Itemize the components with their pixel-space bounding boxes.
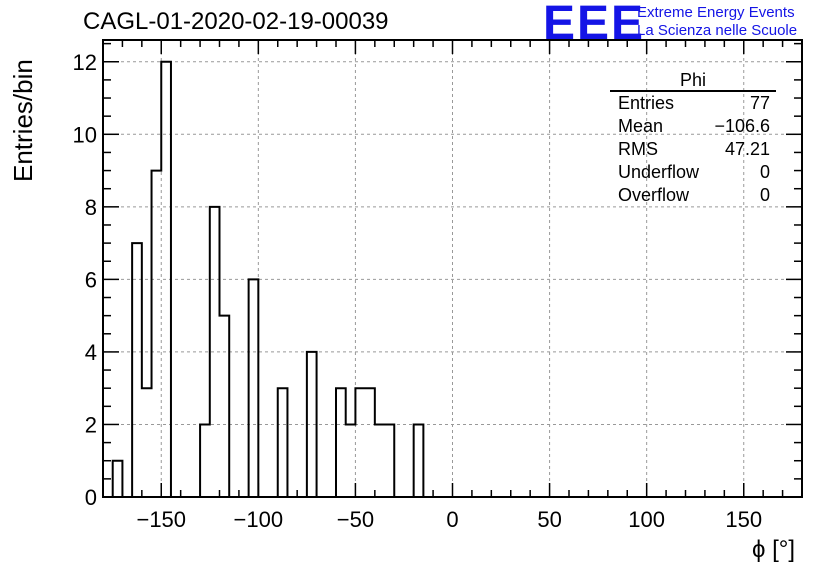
eee-logo: EEE	[543, 0, 646, 50]
histogram-bar	[385, 424, 395, 497]
histogram-bar	[346, 424, 356, 497]
histogram-bar	[336, 388, 346, 497]
stats-label: Overflow	[618, 185, 690, 205]
histogram-bar	[132, 243, 142, 497]
y-tick-label: 10	[73, 122, 97, 147]
stats-label: Underflow	[618, 162, 700, 182]
y-tick-label: 0	[85, 485, 97, 510]
logo-caption-line1: Extreme Energy Events	[637, 4, 795, 21]
logo-caption-line2: La Scienza nelle Scuole	[637, 22, 798, 39]
x-tick-label: −50	[337, 507, 374, 532]
histogram-bar	[220, 316, 230, 497]
y-tick-label: 8	[85, 195, 97, 220]
histogram-bar	[414, 424, 424, 497]
histogram-bar	[278, 388, 288, 497]
stats-row-overflow: Overflow 0	[610, 184, 776, 207]
stats-value: 47.21	[724, 139, 770, 159]
stats-label: Mean	[618, 116, 664, 136]
y-tick-label: 12	[73, 50, 97, 75]
chart-title: CAGL-01-2020-02-19-00039	[83, 8, 389, 35]
histogram-bar	[375, 424, 385, 497]
histogram-bar	[200, 424, 210, 497]
y-tick-label: 4	[85, 340, 97, 365]
stats-value: 77	[749, 93, 770, 113]
stats-box-title: Phi	[610, 70, 776, 92]
stats-row-mean: Mean −106.6	[610, 115, 776, 138]
x-tick-label: 150	[725, 507, 762, 532]
logo-caption: Extreme Energy Events La Scienza nelle S…	[637, 4, 797, 40]
stats-row-underflow: Underflow 0	[610, 161, 776, 184]
stats-row-rms: RMS 47.21	[610, 138, 776, 161]
y-tick-label: 2	[85, 412, 97, 437]
histogram-bar	[152, 171, 162, 497]
y-axis-label: Entries/bin	[8, 59, 38, 182]
stats-label: RMS	[618, 139, 658, 159]
histogram-bar	[142, 388, 152, 497]
stats-box: Phi Entries 77 Mean −106.6 RMS 47.21 Und…	[610, 70, 776, 207]
stats-row-entries: Entries 77	[610, 92, 776, 115]
x-tick-label: 100	[628, 507, 665, 532]
histogram-bar	[113, 461, 123, 497]
x-tick-label: −100	[234, 507, 284, 532]
y-tick-label: 6	[85, 267, 97, 292]
stats-value: 0	[759, 162, 770, 182]
histogram-bar	[249, 279, 259, 497]
histogram-bar	[365, 388, 375, 497]
stats-value: −106.6	[714, 116, 770, 136]
x-axis-label: ϕ [°]	[752, 536, 796, 563]
x-tick-label: 0	[446, 507, 458, 532]
histogram-bar	[355, 388, 365, 497]
stats-value: 0	[759, 185, 770, 205]
x-tick-label: −150	[136, 507, 186, 532]
x-tick-label: 50	[537, 507, 561, 532]
stats-label: Entries	[618, 93, 675, 113]
